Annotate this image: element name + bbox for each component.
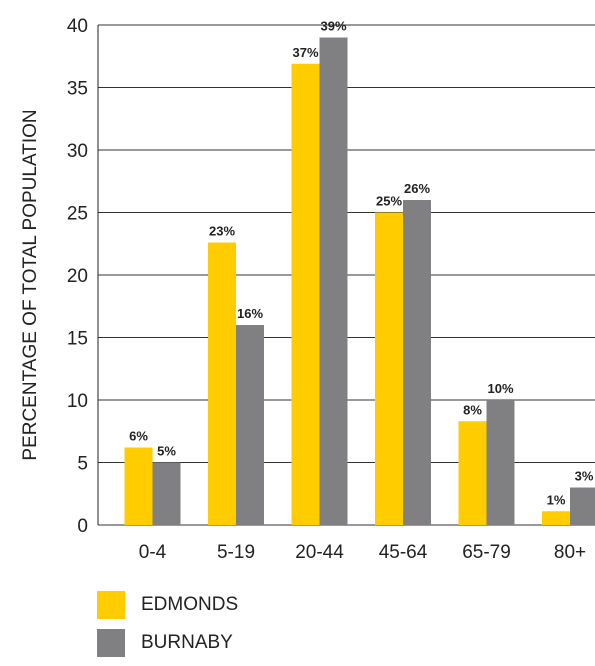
data-labels: 6% 5% 23% 16% 37%39% 25%26% 8% 10% 1% 3% [129,19,594,508]
data-label: 1% [547,492,566,507]
bar-edmonds-45-64 [375,213,403,526]
data-label: 6% [129,429,148,444]
data-label: 25% [376,194,402,209]
data-label: 39% [320,19,346,34]
y-tick-label: 30 [67,141,88,162]
bar-burnaby-80+ [570,488,595,526]
x-tick-label: 65-79 [462,542,511,563]
x-tick-label: 45-64 [379,542,428,563]
legend-item-edmonds: EDMONDS [97,590,238,620]
data-label: 23% [209,224,235,239]
bar-burnaby-65-79 [487,400,515,525]
bar-edmonds-65-79 [459,421,487,525]
y-tick-labels: 0 5 10 15 20 25 30 35 40 [67,16,88,537]
bar-burnaby-0-4 [153,463,181,526]
data-label: 26% [404,181,430,196]
y-tick-label: 15 [67,329,88,350]
legend-swatch-burnaby [97,629,125,657]
x-tick-label: 80+ [554,542,586,563]
x-tick-labels: 0-4 5-19 20-44 45-64 65-79 80+ [139,542,586,563]
bar-edmonds-0-4 [125,448,153,526]
legend-label-edmonds: EDMONDS [141,594,238,616]
x-tick-label: 20-44 [295,542,344,563]
legend-label-burnaby: BURNABY [141,632,233,654]
y-tick-label: 25 [67,204,88,225]
y-tick-label: 10 [67,391,88,412]
y-axis-label: PERCENTAGE OF TOTAL POPULATION [20,109,41,460]
y-tick-label: 20 [67,266,88,287]
bar-burnaby-5-19 [236,325,264,525]
bar-chart: 6% 5% 23% 16% 37%39% 25%26% 8% 10% 1% 3% 0 5 10 15 20… [0,0,595,580]
legend-swatch-edmonds [97,591,125,619]
data-label: 8% [463,402,482,417]
y-tick-label: 35 [67,79,88,100]
y-tick-label: 0 [77,516,88,537]
y-tick-label: 5 [77,454,88,475]
data-label: 5% [157,444,176,459]
bar-burnaby-45-64 [403,200,431,525]
bar-edmonds-20-44 [292,64,320,525]
data-label: 16% [237,306,263,321]
y-tick-label: 40 [67,16,88,37]
legend-item-burnaby: BURNABY [97,628,238,658]
legend: EDMONDS BURNABY [97,590,238,666]
bar-burnaby-20-44 [320,38,348,526]
bars [125,38,595,526]
bar-edmonds-80+ [542,511,570,525]
data-label: 10% [487,381,513,396]
data-label: 3% [575,469,594,484]
bar-edmonds-5-19 [208,243,236,526]
x-tick-label: 0-4 [139,542,167,563]
x-tick-label: 5-19 [217,542,255,563]
data-label: 37% [292,45,318,60]
